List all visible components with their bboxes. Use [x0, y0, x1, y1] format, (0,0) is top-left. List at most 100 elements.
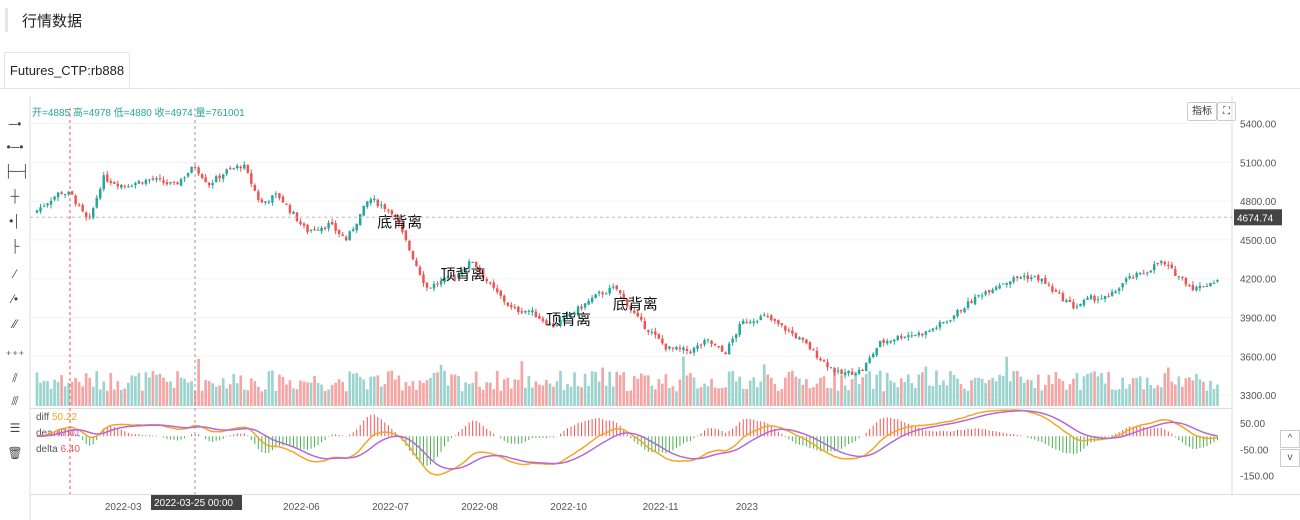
candle-body [910, 335, 914, 337]
fib-channel-icon[interactable]: ⫻ [11, 394, 19, 408]
candle-body [330, 222, 334, 225]
fullscreen-icon[interactable]: ⛶ [1217, 102, 1236, 121]
trend-ray-icon[interactable]: ⁄• [11, 292, 19, 306]
volume-bar [429, 377, 432, 406]
low-value: 4880 [129, 108, 152, 119]
candle-body [935, 327, 938, 329]
candle-body [829, 367, 833, 369]
volume-bar [636, 378, 640, 406]
candle-body [654, 331, 657, 335]
vertical-segment-icon[interactable]: ├ [10, 239, 20, 253]
volume-bar [713, 387, 717, 406]
candle-body [956, 310, 959, 317]
volume-bar [527, 375, 531, 406]
candle-body [172, 181, 176, 183]
volume-bar [446, 385, 450, 406]
candle-body [35, 210, 39, 213]
candle-body [763, 314, 766, 316]
volume-bar [559, 370, 562, 406]
trash-icon[interactable]: 🗑 [7, 446, 23, 460]
volume-bar [274, 390, 278, 406]
volume-bar [1110, 389, 1114, 406]
candle-body [1191, 284, 1195, 291]
volume-bar [415, 389, 418, 406]
candle-body [914, 334, 917, 336]
volume-bar [1051, 384, 1054, 406]
candle-body [408, 240, 411, 251]
volume-bar [365, 389, 369, 406]
candle-body [1079, 303, 1082, 307]
candle-body [517, 306, 520, 312]
volume-bar [35, 372, 39, 406]
volume-bar [1128, 384, 1131, 406]
volume-bar [1181, 386, 1184, 406]
volume-bar [1047, 374, 1051, 406]
vertical-ray-icon[interactable]: •│ [9, 214, 21, 228]
candle-body [513, 307, 517, 309]
candle-body [548, 323, 552, 325]
volume-bar [453, 374, 457, 406]
volume-bar [1068, 384, 1072, 406]
candle-body [886, 341, 889, 344]
horizontal-segment-icon[interactable]: ├─┤ [4, 164, 30, 178]
tab-futures-rb888[interactable]: Futures_CTP:rb888 [4, 52, 130, 88]
volume-bar [794, 376, 798, 406]
volume-bar [105, 390, 109, 406]
candle-body [127, 186, 130, 188]
volume-bar [991, 377, 994, 406]
candle-body [973, 296, 977, 305]
volume-bar [1005, 356, 1009, 406]
volume-bar [748, 380, 752, 406]
ohlc-readout: 开=4885 高=4978 低=4880 收=4974 量=761001 [32, 104, 245, 119]
volume-bar [671, 386, 675, 406]
candle-body [316, 229, 320, 231]
candle-body [366, 201, 369, 207]
candle-body [95, 197, 98, 208]
volume-bar [130, 375, 134, 406]
volume-bar [1043, 384, 1047, 406]
volume-bar [74, 377, 77, 406]
divergence-annotation: 底背离 [613, 296, 658, 313]
trend-line-icon[interactable]: ⁄ [13, 267, 16, 281]
parallel-channel-icon[interactable]: ⫽ [12, 371, 18, 385]
volume-bar [759, 381, 763, 406]
candle-body [850, 371, 854, 375]
scroll-up-button[interactable]: ^ [1280, 430, 1300, 448]
price-tick-label: 4800.00 [1240, 197, 1277, 208]
volume-bar [425, 380, 429, 406]
volume-bar [56, 381, 60, 406]
volume-bar [1173, 384, 1177, 406]
volume-bar [1019, 376, 1023, 406]
candle-body [980, 295, 984, 297]
volume-bar [1079, 389, 1082, 406]
candle-body [882, 339, 885, 343]
trend-segment-icon[interactable]: ⁄⁄ [12, 317, 17, 331]
indicator-button[interactable]: 指标 [1187, 102, 1217, 121]
candle-body [162, 180, 165, 183]
horizontal-line-icon[interactable]: ─• [8, 117, 22, 131]
volume-bar [738, 376, 742, 406]
vertical-line-icon[interactable]: ┼ [10, 189, 20, 203]
volume-bar [457, 375, 460, 406]
candle-body [717, 345, 720, 348]
macd-legend-diff: diff 50.22 [36, 412, 77, 423]
menu-icon[interactable]: ☰ [9, 421, 21, 435]
candle-body [601, 292, 604, 295]
horizontal-ray-icon[interactable]: •─• [6, 140, 24, 154]
candle-body [313, 228, 316, 231]
candle-body [429, 287, 432, 289]
candle-body [415, 260, 418, 266]
candle-body [1030, 277, 1033, 279]
scroll-down-button[interactable]: v [1280, 449, 1300, 467]
volume-bar [1166, 367, 1170, 406]
candle-body [587, 300, 590, 305]
candle-body [84, 212, 88, 218]
candle-body [401, 223, 404, 232]
price-note-icon[interactable]: ₊₊₊ [5, 344, 25, 358]
candle-body [713, 343, 717, 346]
candle-body [942, 322, 945, 324]
volume-bar [935, 370, 938, 406]
volume-bar [1159, 387, 1163, 406]
volume-bar [1216, 384, 1219, 406]
volume-bar [625, 391, 629, 406]
